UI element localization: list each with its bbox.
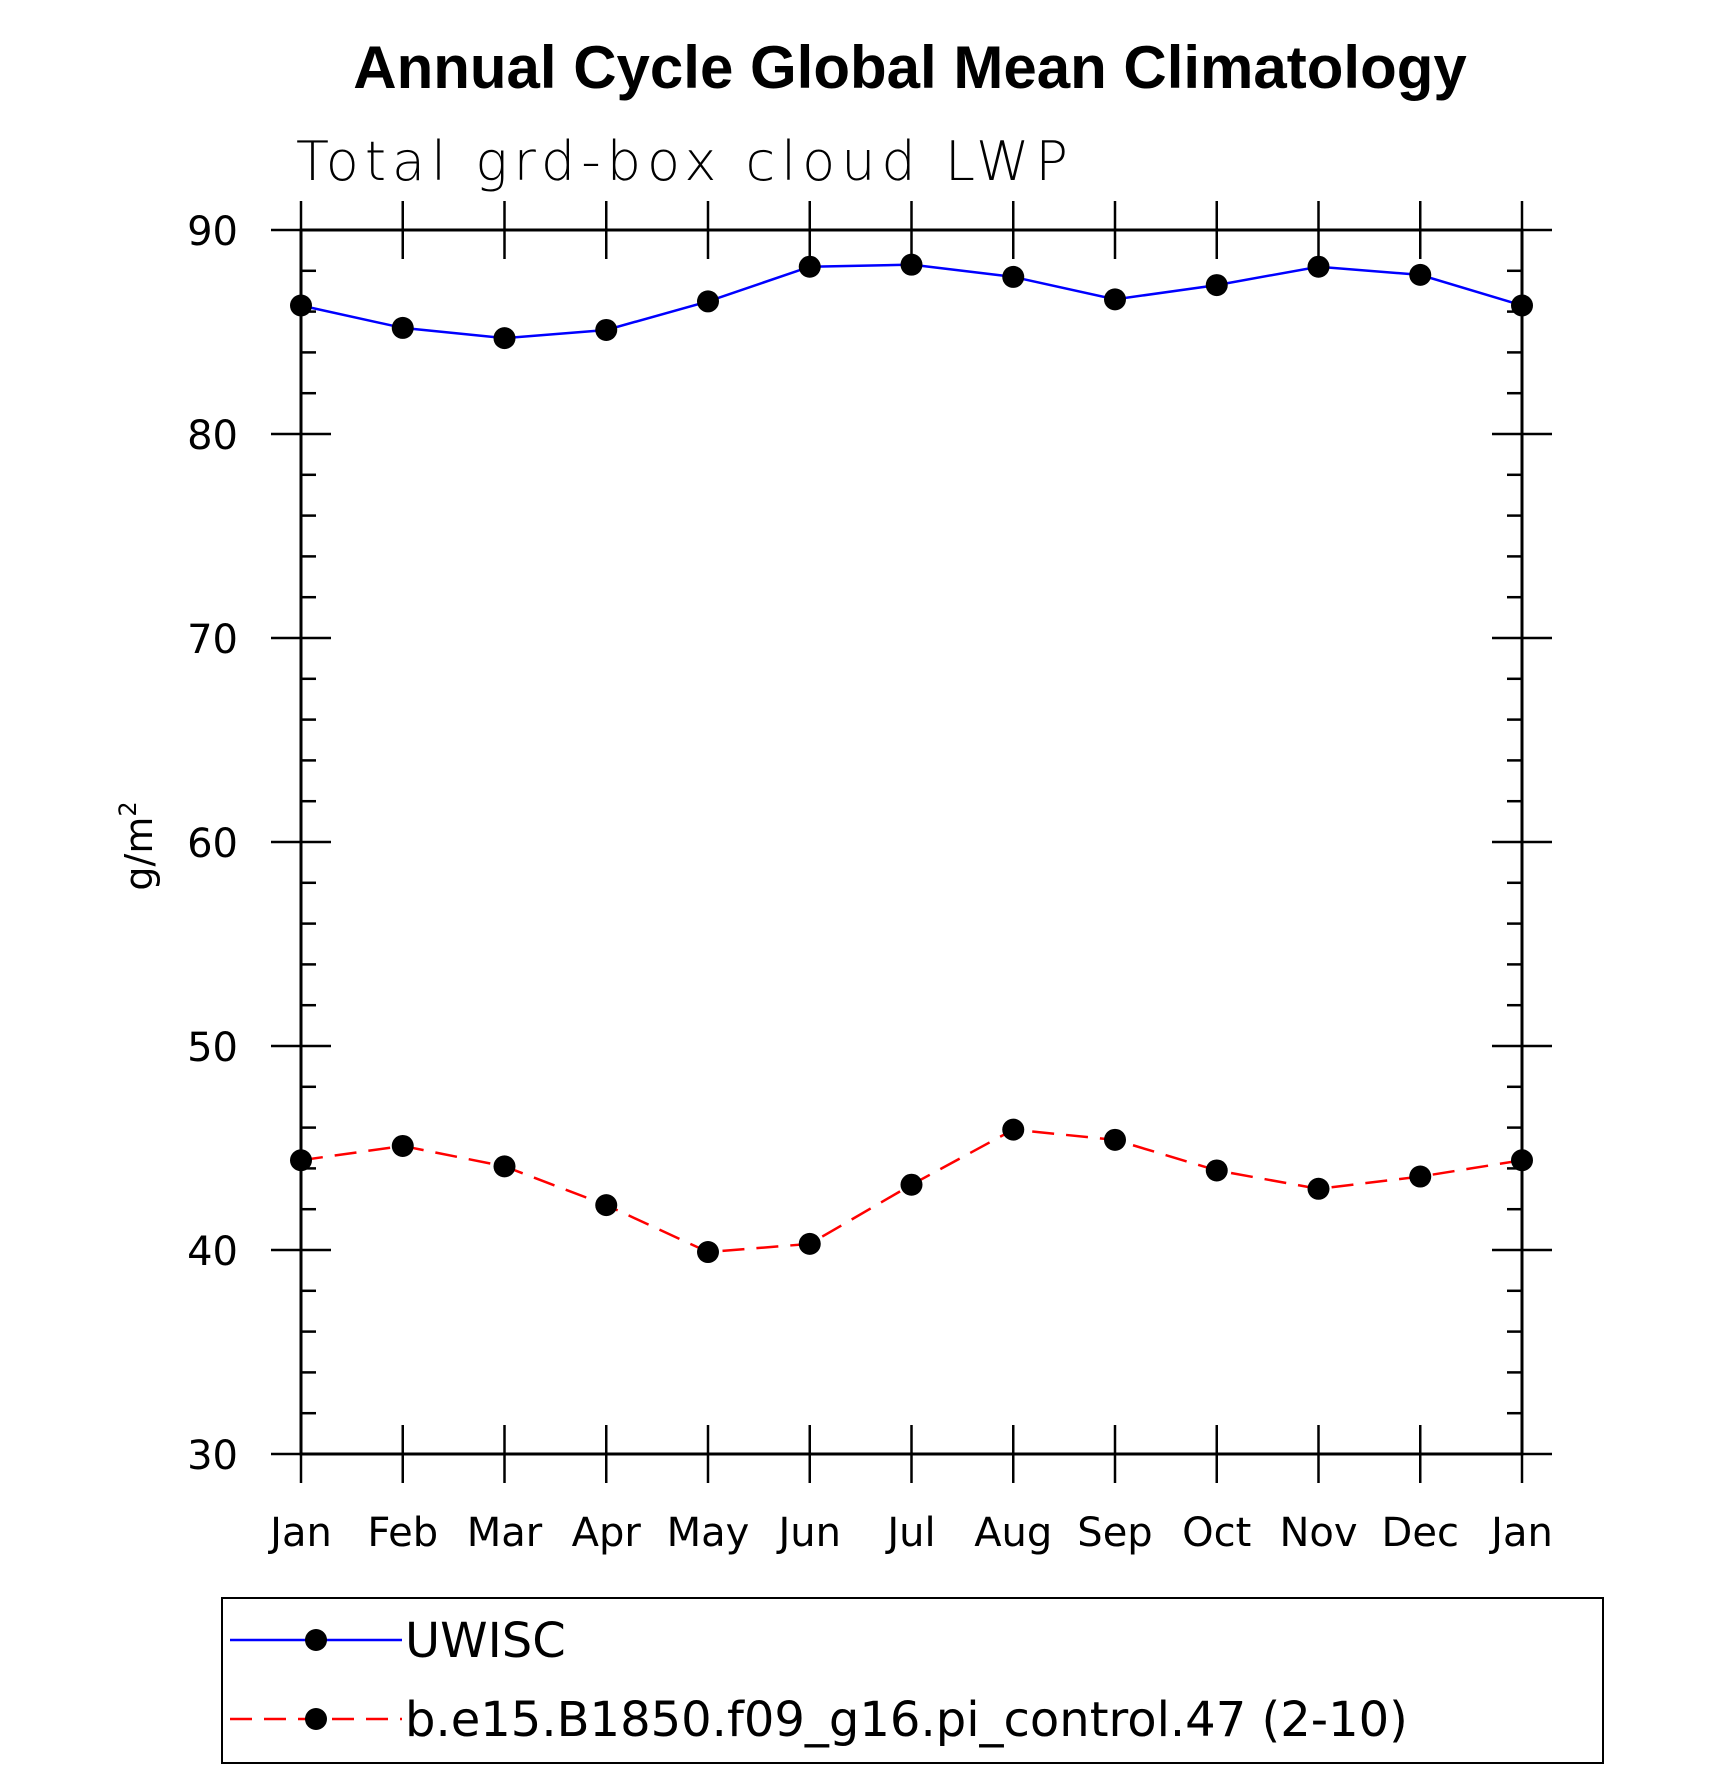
series-line bbox=[300, 263, 1523, 340]
y-tick-label: 40 bbox=[187, 1229, 238, 1275]
y-tick-label: 50 bbox=[187, 1025, 238, 1071]
data-point bbox=[1205, 274, 1228, 297]
series-2 bbox=[290, 1118, 1533, 1264]
data-point bbox=[1409, 1165, 1432, 1188]
data-point bbox=[493, 1155, 516, 1178]
series-1 bbox=[290, 253, 1533, 350]
data-point bbox=[1002, 265, 1025, 288]
plot-frame bbox=[299, 228, 1524, 1456]
y-axis-label-unit: g/m bbox=[117, 817, 161, 891]
x-tick-label: Feb bbox=[367, 1510, 438, 1556]
y-axis-label-exponent: 2 bbox=[114, 801, 142, 816]
legend-entry: b.e15.B1850.f09_g16.pi_control.47 (2-10) bbox=[230, 1692, 1408, 1748]
data-point bbox=[1307, 255, 1330, 278]
y-tick-label: 80 bbox=[187, 413, 238, 459]
data-series bbox=[290, 253, 1533, 1264]
x-tick-labels: Jan Feb Mar Apr May Jun Jul Aug Sep Oct Nov Dec Jan bbox=[267, 1510, 1553, 1556]
y-axis-label: g/m2 bbox=[114, 801, 161, 890]
data-point bbox=[1002, 1118, 1025, 1141]
legend-marker bbox=[305, 1708, 327, 1730]
data-point bbox=[290, 1149, 312, 1172]
data-point bbox=[391, 1134, 414, 1157]
axis-ticks bbox=[271, 201, 1552, 1483]
data-point bbox=[1409, 263, 1432, 286]
y-tick-label: 30 bbox=[187, 1433, 238, 1479]
x-tick-label: May bbox=[667, 1510, 750, 1556]
x-tick-label: Mar bbox=[467, 1510, 543, 1556]
legend-label: UWISC bbox=[405, 1613, 566, 1669]
legend: UWISC b.e15.B1850.f09_g16.pi_control.47 (… bbox=[221, 1597, 1604, 1764]
data-point bbox=[493, 327, 516, 350]
data-point bbox=[697, 290, 719, 313]
y-tick-label: 70 bbox=[187, 617, 238, 663]
data-point bbox=[900, 1173, 923, 1196]
x-tick-label: Jun bbox=[776, 1510, 842, 1556]
x-tick-label: Apr bbox=[572, 1510, 642, 1556]
data-point bbox=[1104, 1128, 1126, 1151]
data-point bbox=[1205, 1159, 1228, 1182]
data-point bbox=[900, 253, 923, 276]
legend-entry: UWISC bbox=[230, 1613, 566, 1669]
data-point bbox=[1511, 1149, 1533, 1172]
x-tick-label: Jan bbox=[267, 1510, 332, 1556]
chart-subtitle: Total grd-box cloud LWP bbox=[296, 130, 1074, 193]
chart-title: Annual Cycle Global Mean Climatology bbox=[353, 34, 1467, 101]
data-point bbox=[290, 294, 312, 317]
x-tick-label: Oct bbox=[1182, 1510, 1251, 1556]
legend-label: b.e15.B1850.f09_g16.pi_control.47 (2-10) bbox=[405, 1692, 1408, 1748]
x-tick-label: Sep bbox=[1077, 1510, 1152, 1556]
x-tick-label: Dec bbox=[1382, 1510, 1459, 1556]
x-tick-label: Jul bbox=[884, 1510, 935, 1556]
data-point bbox=[595, 1194, 618, 1217]
data-point bbox=[1511, 294, 1533, 317]
data-point bbox=[391, 316, 414, 339]
y-tick-label: 60 bbox=[187, 821, 238, 867]
legend-box bbox=[221, 1597, 1604, 1764]
data-point bbox=[798, 1232, 821, 1255]
data-point bbox=[697, 1241, 719, 1264]
y-tick-labels: 30 40 50 60 70 80 90 bbox=[187, 209, 238, 1479]
data-point bbox=[1307, 1177, 1330, 1200]
y-tick-label: 90 bbox=[187, 209, 238, 255]
x-tick-label: Nov bbox=[1279, 1510, 1357, 1556]
legend-marker bbox=[305, 1629, 327, 1651]
data-point bbox=[798, 255, 821, 278]
data-point bbox=[1104, 288, 1126, 311]
data-point bbox=[595, 318, 618, 341]
x-tick-label: Jan bbox=[1488, 1510, 1553, 1556]
plot-axes bbox=[299, 228, 1524, 1456]
x-tick-label: Aug bbox=[974, 1510, 1052, 1556]
